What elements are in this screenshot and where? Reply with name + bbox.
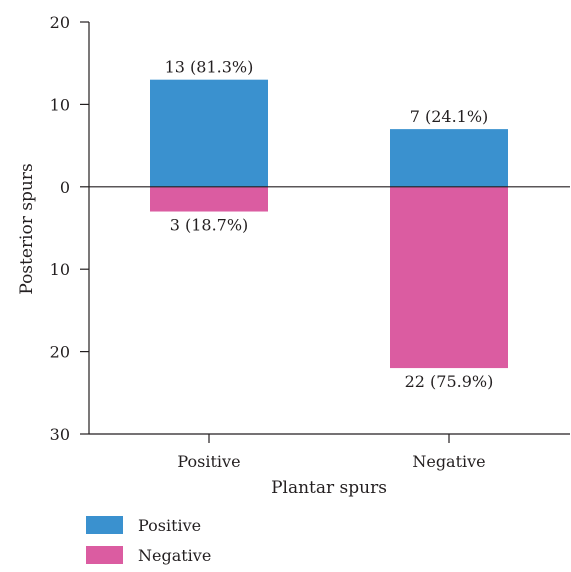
data-label-negative-negative: 22 (75.9%) — [405, 372, 494, 391]
bar-negative-positive — [150, 186, 268, 212]
x-tick-label: Positive — [177, 452, 240, 471]
y-tick-label: 30 — [50, 425, 70, 444]
y-axis-title: Posterior spurs — [17, 163, 37, 294]
y-tick-label: 20 — [50, 343, 70, 362]
y-tick-label: 20 — [50, 13, 70, 32]
x-tick-label: Negative — [412, 452, 485, 471]
y-tick-label: 0 — [60, 178, 70, 197]
legend: Positive Negative — [86, 516, 211, 565]
bar-negative-negative — [390, 186, 508, 369]
data-label-negative-positive: 3 (18.7%) — [170, 216, 249, 235]
bar-positive-positive — [150, 79, 268, 187]
bar-positive-negative — [390, 129, 508, 187]
data-label-positive-positive: 13 (81.3%) — [165, 58, 254, 77]
plot-area: 13 (81.3%) 7 (24.1%) 3 (18.7%) 22 (75.9%) — [89, 58, 570, 391]
legend-label-positive: Positive — [138, 516, 201, 535]
legend-swatch-negative — [86, 546, 123, 564]
x-axis-title: Plantar spurs — [271, 478, 387, 498]
y-tick-label: 10 — [50, 95, 70, 114]
y-tick-label: 10 — [50, 260, 70, 279]
legend-label-negative: Negative — [138, 546, 211, 565]
data-label-positive-negative: 7 (24.1%) — [410, 107, 489, 126]
y-axis: 20 10 0 10 20 30 — [50, 13, 90, 444]
x-axis: Positive Negative — [89, 433, 570, 471]
legend-swatch-positive — [86, 516, 123, 534]
